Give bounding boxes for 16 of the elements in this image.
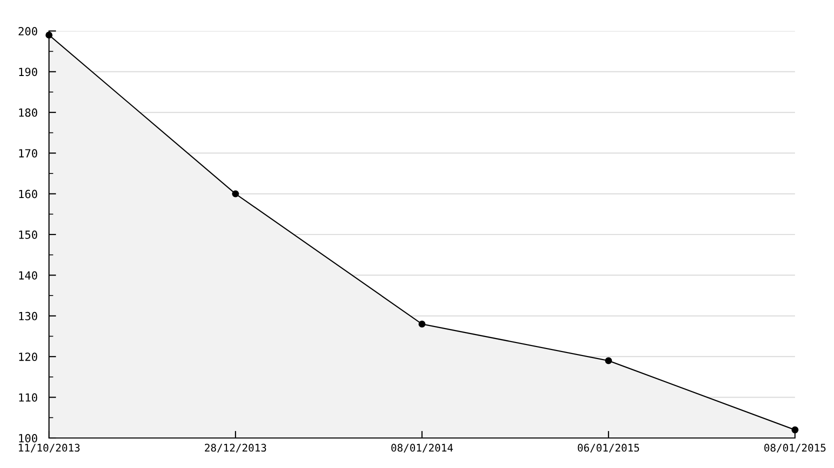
y-tick-label: 160 xyxy=(19,190,38,198)
y-tick-label: 100 xyxy=(19,434,38,442)
y-tick-label: 140 xyxy=(19,271,38,280)
y-tick-label: 200 xyxy=(18,27,38,36)
y-tick-label: 190 xyxy=(19,68,38,76)
x-tick-label: 28/12/2013 xyxy=(204,444,266,452)
y-tick-label: 130 xyxy=(19,312,38,320)
y-tick-label: 120 xyxy=(19,352,38,362)
x-tick-label: 06/01/2015 xyxy=(578,444,640,452)
x-tick-label: 08/01/2014 xyxy=(391,444,453,452)
y-tick-label: 180 xyxy=(19,108,38,117)
y-tick-label: 150 xyxy=(19,230,38,239)
y-tick-label: 170 xyxy=(19,149,38,158)
y-tick-label: 110 xyxy=(19,393,38,402)
x-tick-label: 08/01/2015 xyxy=(764,444,826,452)
x-tick-label: 11/10/2013 xyxy=(18,444,80,452)
